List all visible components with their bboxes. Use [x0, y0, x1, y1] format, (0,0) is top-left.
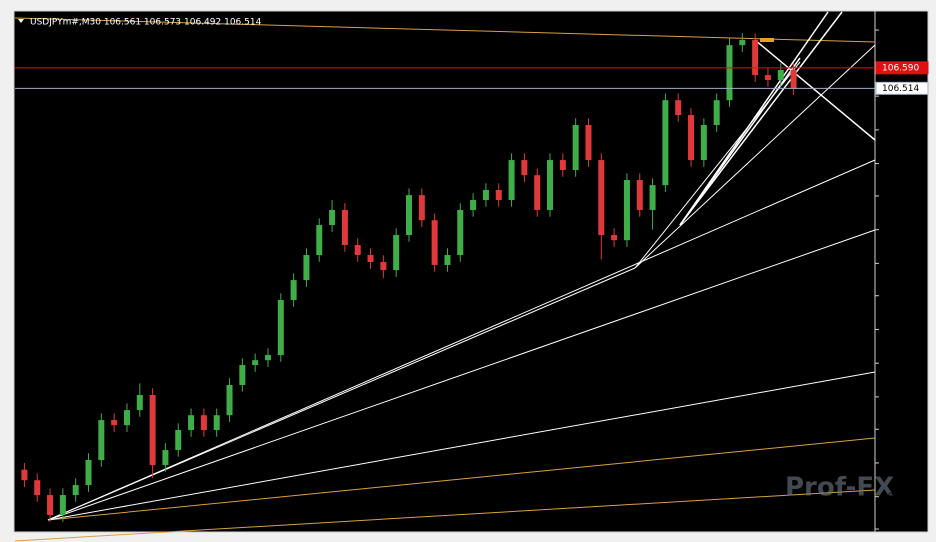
trend-line	[634, 44, 876, 269]
candle-body	[290, 280, 297, 301]
candle-body	[213, 415, 220, 431]
candle-body	[777, 69, 784, 80]
candle-body	[252, 360, 259, 366]
candle-body	[418, 195, 425, 221]
candle-body	[149, 394, 156, 466]
candle-body	[59, 495, 66, 516]
candle-body	[431, 220, 438, 265]
candle-body	[662, 100, 669, 186]
candle-body	[790, 69, 797, 89]
y-tick-label: 106.485	[882, 92, 919, 102]
candle-body	[534, 175, 541, 210]
candle-body	[572, 125, 579, 171]
price-label: 106.514	[882, 84, 919, 94]
candle-body	[764, 75, 771, 80]
candle-body	[598, 160, 605, 236]
candle-body	[34, 480, 41, 496]
candle-body	[752, 40, 759, 76]
candle-body	[47, 495, 54, 516]
candle-body	[200, 415, 207, 431]
price-label-box	[875, 81, 929, 95]
candle-body	[508, 160, 515, 200]
candle-body	[470, 199, 477, 210]
y-tick-label: 105.745	[882, 291, 919, 301]
candle-body	[713, 100, 720, 126]
candle-body	[444, 255, 451, 265]
candle-body	[636, 180, 643, 210]
candle-body	[585, 125, 592, 161]
candle-body	[341, 209, 348, 246]
y-tick-label: 105.370	[882, 392, 919, 402]
candle-body	[380, 262, 387, 271]
candle-body	[111, 420, 118, 426]
candle-body	[611, 235, 618, 241]
candle-body	[123, 410, 130, 426]
trend-line	[754, 39, 876, 141]
candle-body	[303, 255, 310, 281]
y-tick-label: 105.250	[882, 425, 919, 435]
candle-body	[406, 195, 412, 236]
candle-body	[226, 385, 233, 416]
candle-body	[72, 485, 79, 496]
y-tick-label: 106.235	[882, 159, 919, 169]
candle-body	[739, 40, 746, 46]
candle-body	[521, 160, 528, 176]
trend-line	[14, 17, 876, 43]
y-tick-label: 105.990	[882, 225, 919, 235]
trend-line	[47, 229, 876, 521]
candle-body	[239, 365, 246, 386]
candle-body	[354, 245, 361, 256]
candle-body	[393, 235, 400, 271]
y-tick-label: 105.125	[882, 458, 919, 468]
y-tick-label: 106.360	[882, 125, 919, 135]
candle-body	[188, 415, 195, 431]
trend-line	[679, 57, 801, 226]
trend-line	[14, 489, 876, 542]
candle-body	[277, 300, 284, 356]
candle-body	[136, 394, 143, 411]
trend-lines	[14, 11, 876, 542]
candle-body	[85, 459, 92, 486]
y-tick-label: 105.495	[882, 359, 919, 369]
candle-body	[367, 255, 374, 263]
candle-body	[726, 45, 733, 101]
watermark: Prof-FX	[785, 473, 894, 503]
menu-arrow	[18, 19, 24, 23]
candle-body	[688, 115, 695, 161]
candle-body	[623, 180, 630, 241]
candle-body	[175, 430, 182, 451]
y-tick-label: 105.000	[882, 492, 919, 502]
y-tick-label: 106.115	[882, 191, 919, 201]
price-marker	[760, 38, 774, 42]
trend-line	[47, 159, 876, 521]
candle-body	[559, 160, 566, 171]
candle-body	[264, 355, 271, 361]
candle-body	[316, 225, 323, 256]
candle-body	[162, 450, 169, 466]
trend-line	[47, 371, 876, 521]
candle-body	[457, 209, 464, 256]
candle-body	[98, 420, 105, 460]
y-tick-label: 105.620	[882, 325, 919, 335]
price-label-box	[875, 61, 929, 75]
candle-body	[675, 100, 682, 116]
price-label: 106.590	[882, 63, 919, 73]
y-tick-label: 105.865	[882, 259, 919, 269]
candle-body	[700, 125, 707, 161]
candle-body	[649, 185, 656, 210]
trend-line	[47, 437, 876, 521]
candle-body	[21, 469, 28, 481]
candle-body	[495, 190, 502, 200]
candle-body	[547, 160, 554, 210]
candle-body	[329, 209, 336, 226]
chart-title: USDJPYm#,M30 106.561 106.573 106.492 106…	[30, 18, 262, 28]
y-tick-label: 106.730	[882, 26, 919, 36]
trend-line	[47, 267, 636, 521]
chart-background	[13, 10, 929, 533]
y-tick-label: 104.880	[882, 525, 919, 535]
candle-body	[482, 190, 489, 200]
trend-line	[679, 11, 843, 226]
